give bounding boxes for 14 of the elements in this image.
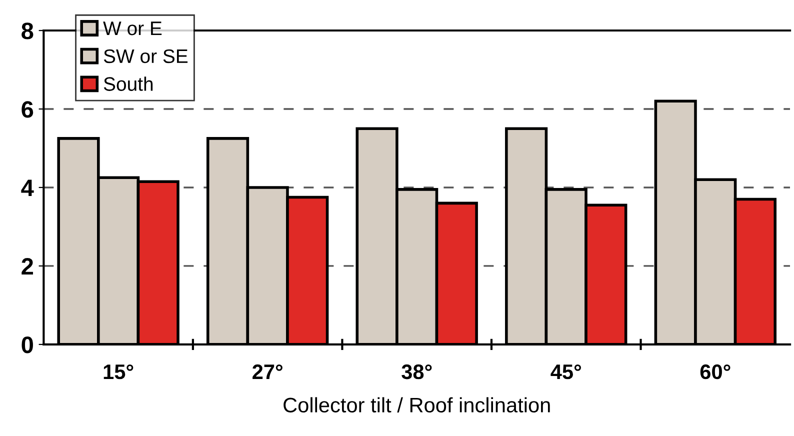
- y-tick-label: 0: [22, 336, 33, 354]
- legend-label: W or E: [103, 22, 162, 36]
- x-tick-label: 27°: [252, 364, 282, 379]
- x-tick-label: 60°: [700, 364, 730, 380]
- y-tick-label: 6: [22, 101, 34, 118]
- x-tick-label: 45°: [550, 364, 581, 380]
- y-tick-label: 2: [22, 258, 34, 275]
- y-tick-label: 4: [21, 180, 34, 196]
- legend-label: SW or SE: [104, 49, 188, 64]
- legend-label: South: [104, 76, 153, 91]
- y-tick-label: 8: [22, 22, 34, 40]
- x-tick-label: 38°: [402, 364, 432, 380]
- x-tick-label: 15°: [104, 364, 134, 380]
- x-axis-title: Collector tilt / Roof inclination: [284, 397, 550, 412]
